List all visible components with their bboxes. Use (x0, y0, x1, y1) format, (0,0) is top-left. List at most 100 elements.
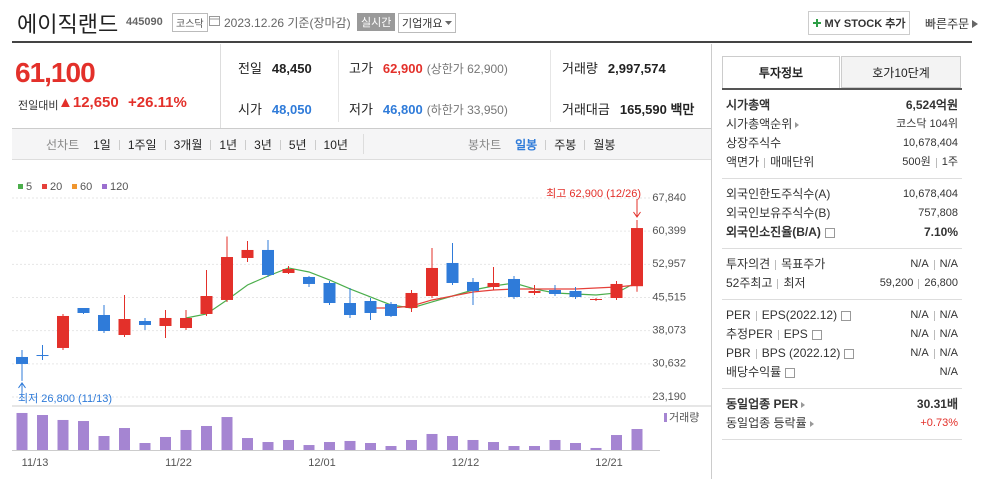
x-tick-label: 12/12 (452, 457, 480, 469)
value-text: 757,808 (918, 207, 958, 219)
period-button[interactable]: 1주일 (127, 138, 157, 152)
candle-body (282, 268, 295, 274)
period-button[interactable]: 주봉 (554, 138, 577, 152)
candle-body (569, 290, 582, 297)
help-icon[interactable] (811, 329, 822, 340)
divider (220, 44, 221, 128)
volume-bar (119, 428, 130, 450)
arrow-icon (795, 121, 800, 128)
candle-body (241, 249, 254, 258)
info-value: 10,678,404 (903, 185, 958, 204)
summary-note: (하한가 33,950) (426, 103, 508, 117)
summary-label: 전일 (238, 61, 262, 76)
summary-label: 저가 (349, 102, 373, 117)
quick-order-label: 빠른주문 (925, 17, 970, 31)
period-button[interactable]: 3년 (254, 138, 272, 152)
info-label: 상장주식수 (726, 134, 781, 153)
help-icon[interactable] (785, 367, 796, 378)
low-annotation: 최저 26,800 (11/13) (18, 392, 112, 405)
label-text: 액면가 (726, 155, 760, 169)
overview-dropdown[interactable]: 기업개요 (398, 13, 457, 33)
period-button[interactable]: 1년 (219, 138, 238, 152)
value-text: 30.31배 (916, 397, 958, 411)
info-value: 10,678,404 (903, 134, 958, 153)
period-group: 봉차트 일봉 주봉 월봉 (468, 129, 615, 160)
period-button[interactable]: 월봉 (593, 138, 616, 152)
candle-body (200, 296, 213, 314)
label-text: 투자의견 (726, 257, 771, 271)
change-rate: +26.11% (128, 94, 187, 111)
label-text: 목표주가 (781, 257, 826, 271)
legend-swatch (102, 184, 107, 189)
separator (164, 139, 166, 150)
info-label: 외국인소진율(B/A) (726, 223, 835, 242)
info-label: 액면가 매매단위 (726, 153, 814, 172)
tab-invest-info[interactable]: 투자정보 (722, 56, 840, 88)
candle-body (364, 300, 377, 313)
period-button[interactable]: 일봉 (515, 138, 538, 152)
value-text: 10,678,404 (902, 188, 958, 200)
help-icon[interactable] (824, 227, 835, 238)
high-arrow-head (633, 211, 641, 218)
info-label: 투자의견 목표주가 (726, 255, 825, 274)
value-text: 6,524억원 (905, 98, 958, 112)
realtime-button[interactable]: 실시간 (357, 13, 396, 31)
divider (711, 44, 712, 479)
info-row: 외국인보유주식수(B) 757,808 (726, 204, 958, 223)
volume-bar (16, 412, 28, 450)
help-icon[interactable] (844, 348, 855, 359)
quick-order[interactable]: 빠른주문 (925, 15, 979, 32)
my-stock-button[interactable]: MY STOCK 추가 (808, 11, 910, 35)
value-text: N/A (910, 347, 929, 359)
info-row: PBR BPS (2022.12) N/A N/A (726, 344, 958, 363)
candle-body (610, 283, 623, 299)
info-value: 500원 1주 (902, 153, 958, 172)
volume-bar (139, 443, 151, 450)
volume-bar (488, 442, 499, 450)
period-button[interactable]: 10년 (323, 138, 348, 152)
high-annotation: 최고 62,900 (12/26) (546, 187, 641, 200)
value-text: 26,800 (924, 277, 958, 289)
label-text: 시가총액순위 (726, 117, 793, 131)
legend-swatch (664, 413, 667, 422)
stock-name: 에이직랜드 (17, 12, 119, 37)
x-tick-label: 12/21 (595, 457, 623, 469)
info-row: 시가총액 6,524억원 (726, 96, 958, 115)
info-value: N/A N/A (910, 325, 958, 344)
info-row: 배당수익률 N/A (726, 363, 958, 382)
summary-cell: 시가 48,050 (238, 99, 312, 118)
info-section: 동일업종 PER 30.31배 동일업종 등락률 +0.73% (722, 389, 962, 440)
period-button[interactable]: 1일 (93, 138, 111, 152)
info-section: 투자의견 목표주가 N/A N/A 52주최고 최저 59,200 26,800 (722, 249, 962, 300)
volume-bar (447, 436, 458, 450)
info-row[interactable]: 동일업종 PER 30.31배 (726, 395, 958, 414)
info-label: 외국인한도주식수(A) (726, 185, 830, 204)
info-row[interactable]: 시가총액순위 코스닥 104위 (726, 115, 958, 134)
summary-value: 48,450 (271, 61, 312, 76)
candle-body (405, 292, 418, 308)
candle-body (426, 267, 438, 297)
period-group: 선차트 1일 1주일 3개월 1년 3년 5년 10년 (46, 129, 348, 160)
tab-order-book[interactable]: 호가10단계 (841, 56, 961, 88)
candle-body (77, 307, 90, 313)
period-button[interactable]: 5년 (288, 138, 307, 152)
label-text: PBR (726, 346, 751, 360)
info-row: 상장주식수 10,678,404 (726, 134, 958, 153)
market-badge: 코스닥 (172, 13, 208, 32)
caret (445, 20, 453, 25)
separator (933, 348, 935, 359)
period-button[interactable]: 3개월 (173, 138, 203, 152)
candle-body (446, 262, 459, 283)
volume-bar (201, 425, 212, 450)
help-icon[interactable] (841, 310, 852, 321)
candle-body (57, 315, 69, 348)
summary-value: 62,900 (382, 61, 423, 76)
volume-bar (529, 446, 540, 450)
y-tick-label: 45,515 (652, 291, 686, 303)
volume-bar (242, 438, 253, 450)
current-price: 61,100 (15, 57, 96, 88)
label-text: 외국인소진율(B/A) (726, 225, 821, 239)
value-text: N/A (910, 258, 929, 270)
summary-cell: 거래대금 165,590 백만 (562, 99, 694, 118)
info-row[interactable]: 동일업종 등락률 +0.73% (726, 414, 958, 433)
